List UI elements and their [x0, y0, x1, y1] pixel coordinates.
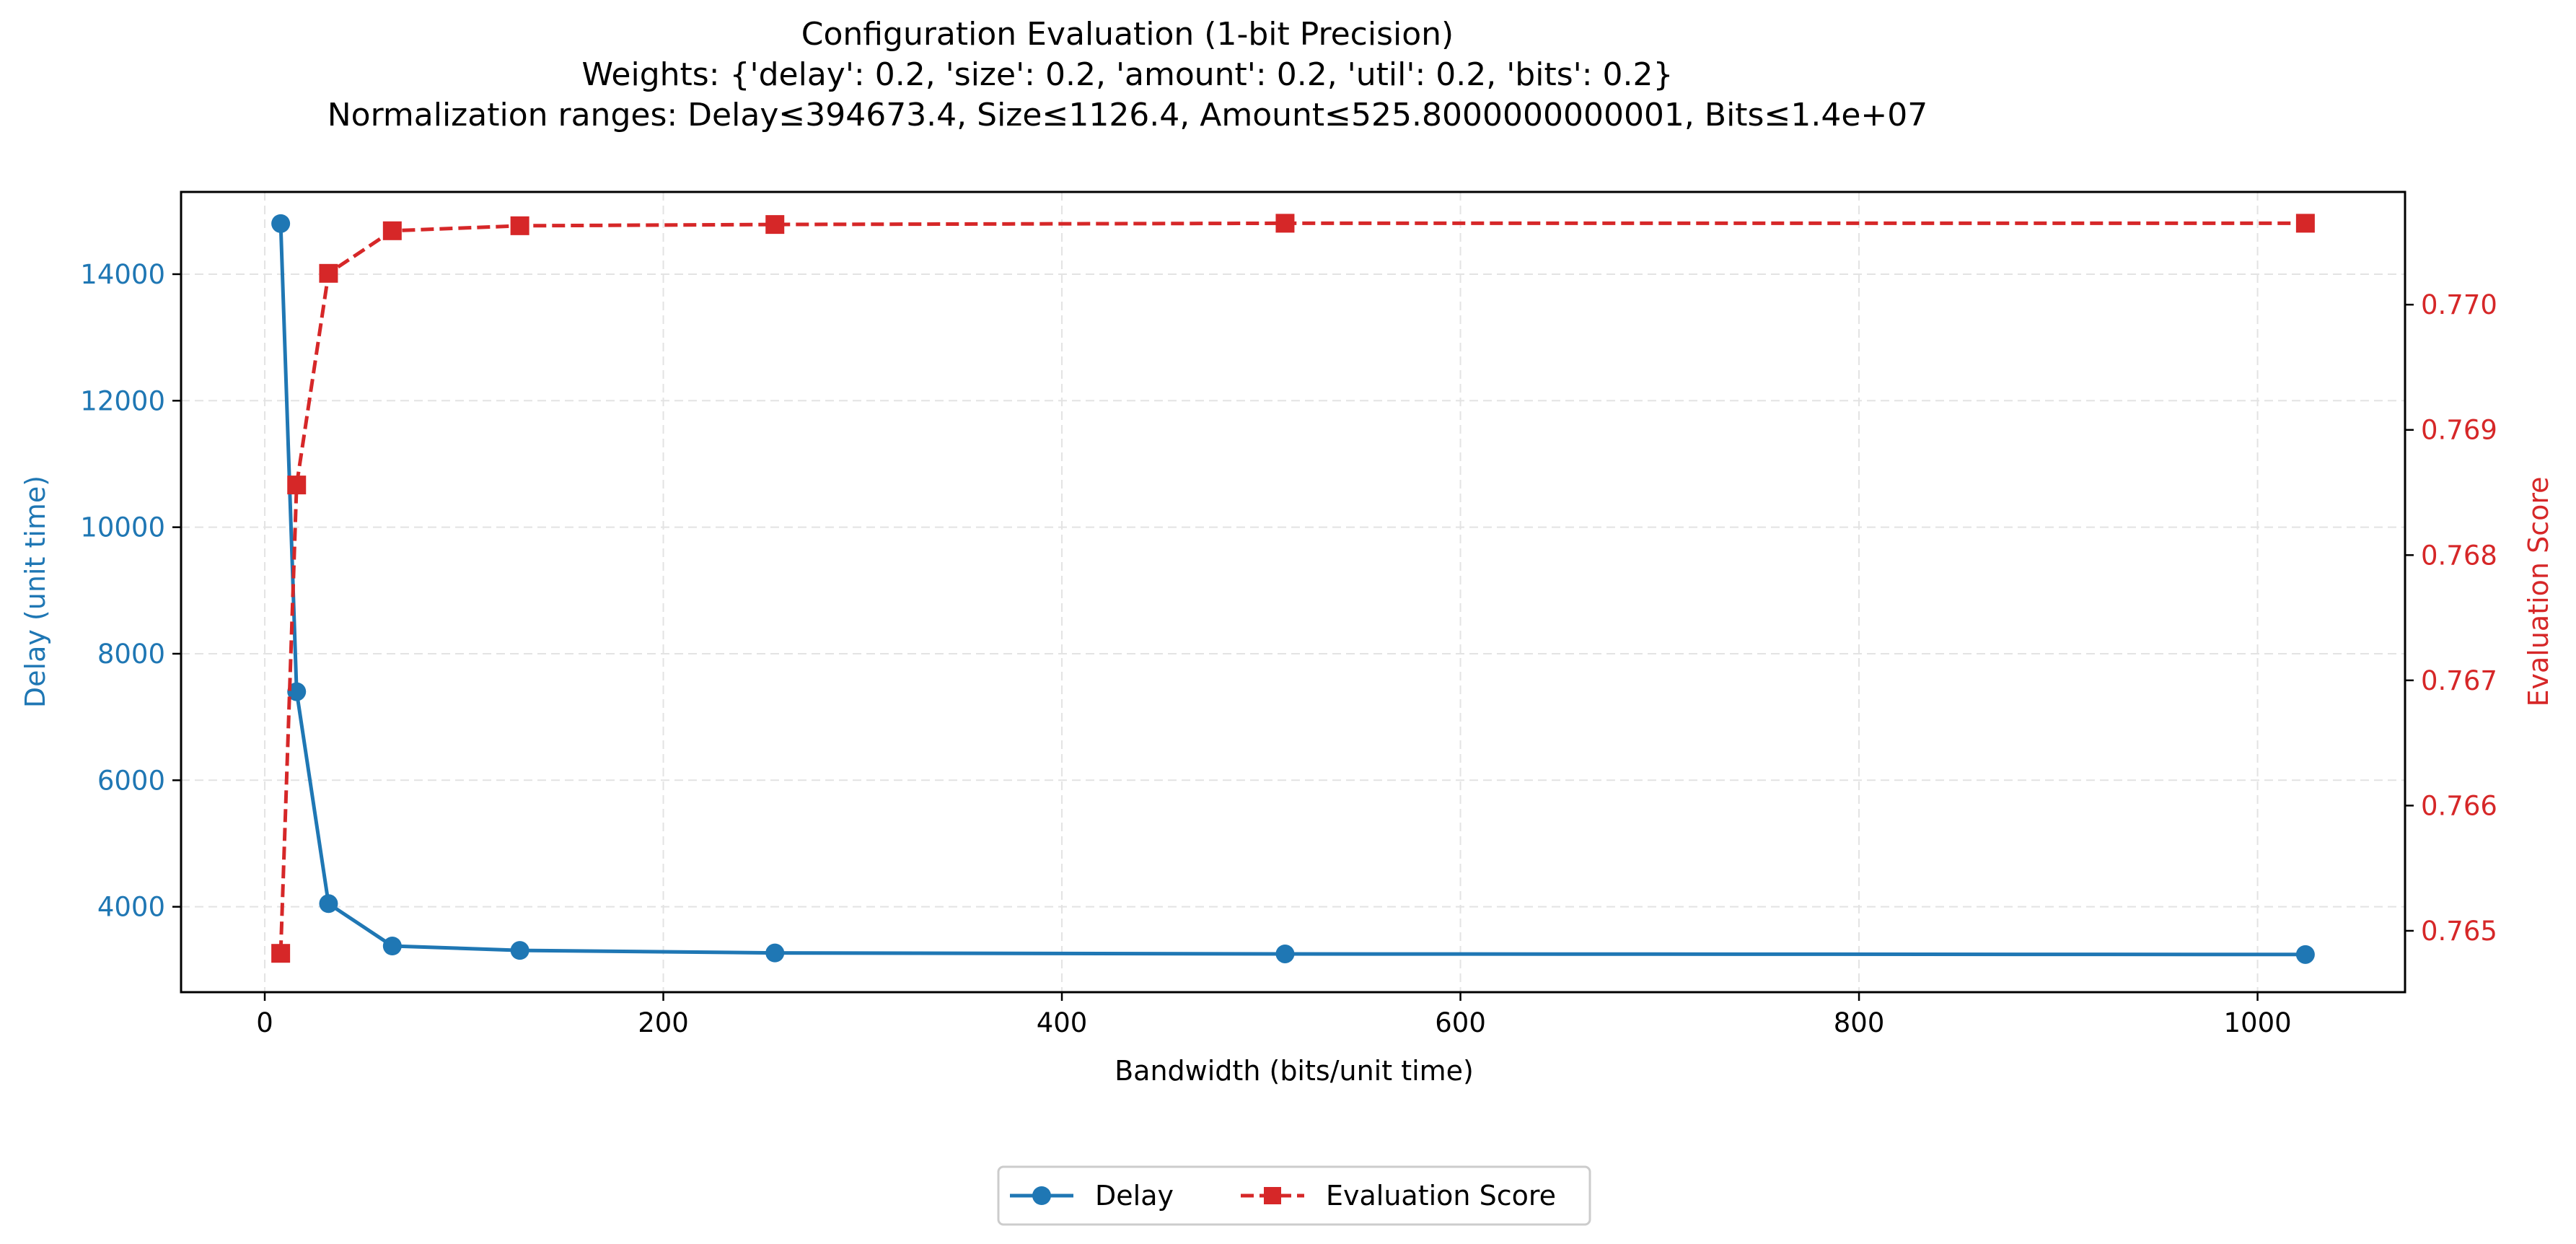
title-line-2: Weights: {'delay': 0.2, 'size': 0.2, 'am…	[581, 56, 1673, 93]
x-tick-label: 0	[256, 1007, 273, 1038]
legend-frame	[997, 1165, 1591, 1226]
grid-lines	[181, 192, 2405, 992]
data-point-evaluation-score	[319, 263, 338, 283]
legend-delay-marker	[1032, 1186, 1051, 1205]
data-point-evaluation-score	[510, 216, 529, 235]
legend: Delay Evaluation Score	[997, 1165, 1591, 1226]
y-right-tick-label: 0.769	[2421, 415, 2497, 446]
y-left-tick-label: 12000	[80, 385, 165, 416]
data-point-evaluation-score	[2295, 214, 2315, 233]
legend-item-delay: Delay	[1010, 1180, 1174, 1212]
x-tick-label: 800	[1834, 1007, 1885, 1038]
x-tick-label: 1000	[2223, 1007, 2291, 1038]
y-right-tick-label: 0.768	[2421, 540, 2497, 571]
data-point-delay	[2295, 945, 2315, 964]
x-tick-label: 600	[1435, 1007, 1486, 1038]
title-line-3: Normalization ranges: Delay≤394673.4, Si…	[328, 97, 1928, 133]
x-axis-label: Bandwidth (bits/unit time)	[1115, 1055, 1474, 1087]
data-point-delay	[287, 682, 307, 701]
plot-area-frame	[180, 190, 2406, 994]
data-point-delay	[319, 894, 338, 914]
y-left-tick-label: 4000	[97, 892, 165, 923]
y-right-axis-label: Evaluation Score	[2523, 476, 2554, 706]
y-left-tick-label: 14000	[80, 259, 165, 290]
y-left-axis-label: Delay (unit time)	[19, 476, 51, 708]
y-right-tick-label: 0.767	[2421, 665, 2497, 696]
data-point-delay	[765, 943, 785, 963]
title-line-1: Configuration Evaluation (1-bit Precisio…	[801, 16, 1454, 53]
chart-title: Configuration Evaluation (1-bit Precisio…	[328, 16, 1928, 133]
series-line-evaluation-score	[278, 221, 2305, 954]
y-right-tick-label: 0.766	[2421, 790, 2497, 821]
data-point-evaluation-score	[765, 215, 785, 235]
data-point-delay	[510, 941, 529, 960]
data-point-evaluation-score	[287, 476, 307, 495]
y-right-tick-label: 0.770	[2421, 289, 2497, 320]
data-point-evaluation-score	[382, 221, 402, 240]
legend-delay-label: Delay	[1095, 1180, 1174, 1212]
y-left-tick-label: 6000	[97, 765, 165, 796]
data-point-delay	[382, 937, 402, 956]
y-left-tick-label: 8000	[97, 639, 165, 670]
data-point-evaluation-score	[1275, 214, 1295, 233]
legend-score-marker	[1264, 1187, 1281, 1204]
legend-item-evaluation-score: Evaluation Score	[1241, 1180, 1556, 1212]
axis-ticks: 0 200 400 600 800 1000 4000 6000 8000 10000 12000 1…	[80, 259, 2497, 1038]
data-point-delay	[271, 214, 291, 233]
legend-score-label: Evaluation Score	[1326, 1180, 1556, 1212]
x-tick-label: 200	[638, 1007, 689, 1038]
series-line-delay	[278, 223, 2305, 957]
series-lines	[271, 214, 2315, 964]
data-point-evaluation-score	[271, 944, 291, 963]
y-right-tick-label: 0.765	[2421, 916, 2497, 947]
data-point-delay	[1275, 944, 1295, 963]
y-left-tick-label: 10000	[80, 512, 165, 543]
x-tick-label: 400	[1037, 1007, 1088, 1038]
